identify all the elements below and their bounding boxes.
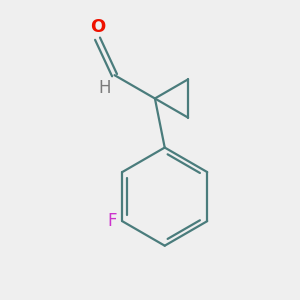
Text: H: H [98,79,111,97]
Text: F: F [108,212,117,230]
Text: O: O [90,18,105,36]
